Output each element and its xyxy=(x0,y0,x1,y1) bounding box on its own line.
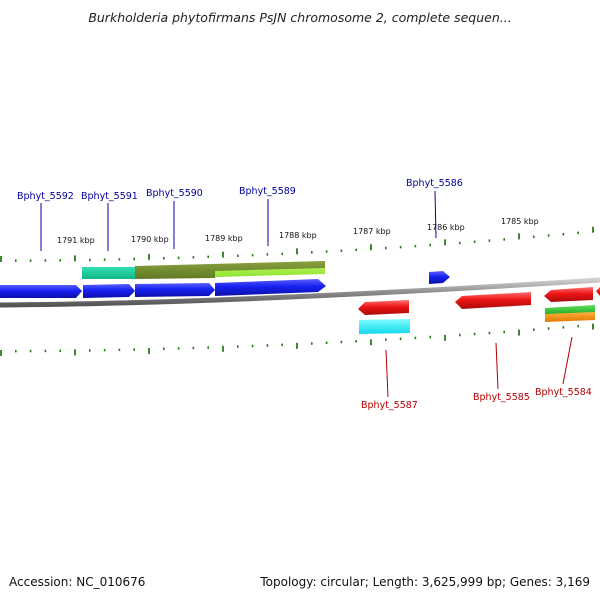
gene-arrow-bphyt-5592[interactable] xyxy=(0,285,82,298)
feature-bar-olive[interactable] xyxy=(135,261,325,279)
scale-label: 1790 kbp xyxy=(131,235,169,244)
top-leader-lines xyxy=(40,190,437,251)
gene-arrow-bphyt-5586[interactable] xyxy=(429,271,450,284)
gene-arrow-bphyt-5585[interactable] xyxy=(455,292,531,309)
accession-text: Accession: NC_010676 xyxy=(9,575,146,589)
scale-label: 1788 kbp xyxy=(279,231,317,240)
top-gene-labels: Bphyt_5592 Bphyt_5591 Bphyt_5590 Bphyt_5… xyxy=(17,178,463,202)
gene-label-bphyt-5590[interactable]: Bphyt_5590 xyxy=(146,188,203,199)
gene-arrow-bphyt-5584[interactable] xyxy=(544,287,593,302)
gene-arrow-bphyt-5589[interactable] xyxy=(215,279,326,296)
scale-label: 1789 kbp xyxy=(205,234,243,243)
bottom-leader-lines xyxy=(385,336,573,398)
gene-label-bphyt-5586[interactable]: Bphyt_5586 xyxy=(406,178,463,189)
feature-bar-teal[interactable] xyxy=(82,267,136,279)
scale-label: 1787 kbp xyxy=(353,227,391,236)
genome-summary-text: Topology: circular; Length: 3,625,999 bp… xyxy=(260,575,590,589)
gene-arrow-bphyt-5591[interactable] xyxy=(83,284,135,298)
scale-label: 1786 kbp xyxy=(427,223,465,232)
scale-labels: 1791 kbp 1790 kbp 1789 kbp 1788 kbp 1787… xyxy=(57,217,539,245)
chromosome-backbone xyxy=(0,277,600,308)
lower-scale-ticks xyxy=(0,323,594,356)
scale-label: 1785 kbp xyxy=(501,217,539,226)
gene-label-bphyt-5589[interactable]: Bphyt_5589 xyxy=(239,186,296,197)
gene-arrow-bphyt-5587[interactable] xyxy=(358,300,409,315)
gene-label-bphyt-5592[interactable]: Bphyt_5592 xyxy=(17,191,74,202)
feature-bar-cyan[interactable] xyxy=(359,319,410,334)
gene-arrow-bphyt-5590[interactable] xyxy=(135,283,215,297)
gene-label-bphyt-5584[interactable]: Bphyt_5584 xyxy=(535,387,592,398)
bottom-gene-labels: Bphyt_5587 Bphyt_5585 Bphyt_5584 xyxy=(361,387,592,411)
feature-bar-orange[interactable] xyxy=(545,312,595,322)
upper-scale-ticks xyxy=(0,226,594,262)
feature-tracks-lower xyxy=(359,305,595,334)
reverse-genes xyxy=(358,287,600,315)
scale-label: 1791 kbp xyxy=(57,236,95,245)
gene-label-bphyt-5585[interactable]: Bphyt_5585 xyxy=(473,392,530,403)
page-title: Burkholderia phytofirmans PsJN chromosom… xyxy=(88,10,512,25)
gene-arrow-partial[interactable] xyxy=(596,287,600,296)
gene-label-bphyt-5587[interactable]: Bphyt_5587 xyxy=(361,400,418,411)
feature-tracks-upper xyxy=(82,261,325,279)
forward-genes xyxy=(0,271,450,298)
gene-label-bphyt-5591[interactable]: Bphyt_5591 xyxy=(81,191,138,202)
